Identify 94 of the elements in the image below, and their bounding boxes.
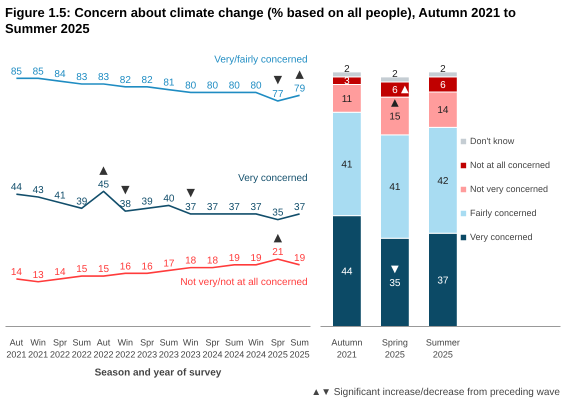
data-label: 80 [228, 80, 240, 92]
data-label: 41 [341, 160, 353, 171]
x-tick-label: Spr 2022 [50, 338, 70, 360]
data-label: 19 [250, 252, 262, 264]
x-tick-label: Spr 2025 [268, 338, 288, 360]
series-label: Not very/not at all concerned [180, 276, 308, 288]
x-tick-label: Autumn 2021 [331, 338, 362, 360]
data-label: 18 [206, 256, 218, 267]
data-label: 18 [185, 256, 197, 267]
x-tick-label: Win 2023 [180, 338, 201, 360]
data-label: 82 [142, 75, 154, 86]
data-label: 83 [76, 72, 88, 84]
data-label: 82 [120, 75, 132, 86]
data-label: 45 [98, 180, 110, 191]
data-label: 84 [54, 69, 66, 80]
annotation: ▲ [274, 231, 283, 244]
legend-label: Very concerned [470, 232, 532, 242]
x-tick-label: Win 2021 [28, 338, 48, 360]
data-label: 44 [341, 266, 353, 278]
chart-title: Figure 1.5: Concern about climate change (% based on all people), Autumn 2021 to Summer 2025 [5, 5, 517, 36]
data-label: 15 [389, 112, 401, 123]
data-label: 2 [440, 64, 446, 76]
data-label: 37 [206, 202, 218, 214]
data-label: 37 [185, 202, 197, 214]
data-label: 39 [142, 196, 154, 208]
data-label: 19 [228, 252, 240, 264]
annotation: ▼ [186, 186, 196, 200]
x-tick-label: Aut 2021 [6, 338, 26, 360]
data-label: 77 [272, 89, 284, 100]
data-label: 6 [392, 85, 398, 96]
annotation: ▲ [401, 84, 410, 96]
x-tick-label: Win 2024 [246, 338, 266, 360]
data-label: 43 [32, 185, 44, 196]
data-label: 80 [185, 80, 197, 92]
data-label: 14 [437, 105, 449, 116]
x-tick-label: Sum 2022 [72, 338, 92, 360]
annotation: ▲ [99, 164, 108, 177]
data-label: 83 [98, 72, 110, 84]
data-label: 16 [142, 261, 154, 272]
annotation: ▲ [391, 98, 400, 109]
data-label: 35 [389, 278, 401, 290]
data-label: 3 [344, 76, 350, 88]
annotation: ▲ [295, 67, 304, 80]
x-tick-label: Sum 2023 [158, 338, 179, 360]
annotation: ▼ [274, 73, 283, 86]
x-tick-label: Spring 2025 [382, 338, 408, 360]
data-label: 40 [163, 194, 175, 205]
data-label: 19 [294, 252, 306, 264]
text: Very/fairly concerned [214, 54, 308, 66]
data-label: 2 [344, 64, 350, 76]
data-label: 2 [392, 69, 398, 80]
data-label: 14 [10, 267, 22, 278]
data-label: 85 [10, 66, 22, 78]
data-label: 85 [32, 66, 44, 78]
data-label: 16 [120, 261, 132, 272]
x-axis-title: Season and year of survey [94, 368, 222, 379]
data-label: 13 [32, 270, 44, 281]
legend-label: Don't know [470, 136, 514, 146]
x-tick-label: Sum 2025 [290, 338, 310, 360]
text: ▲▼ Significant increase/decrease from preceding wave [311, 386, 560, 400]
data-label: 81 [163, 78, 175, 89]
data-label: 42 [437, 176, 449, 187]
legend-label: Not at all concerned [470, 160, 550, 170]
data-label: 41 [389, 182, 401, 194]
data-label: 44 [10, 182, 22, 194]
x-tick-label: Spr 2023 [137, 338, 158, 360]
data-label: 37 [250, 202, 262, 214]
data-label: 80 [206, 80, 218, 92]
data-label: 37 [294, 202, 306, 214]
legend-label: Not very concerned [470, 184, 548, 194]
data-label: 6 [440, 80, 446, 92]
data-label: 41 [54, 190, 66, 202]
data-label: 35 [272, 208, 284, 219]
data-label: 21 [272, 247, 284, 258]
x-tick-label: Aut 2022 [94, 338, 114, 360]
legend-label: Fairly concerned [470, 208, 536, 218]
data-label: 37 [437, 276, 449, 287]
data-label: 17 [163, 258, 175, 270]
x-tick-label: Summer 2025 [426, 338, 460, 360]
data-label: 37 [228, 202, 240, 214]
annotation: ▼ [121, 183, 130, 196]
data-label: 39 [76, 196, 88, 208]
annotation: ▼ [391, 264, 400, 276]
data-label: 15 [76, 264, 88, 276]
data-label: 38 [120, 199, 132, 210]
x-tick-label: Sum 2024 [224, 338, 244, 360]
x-tick-label: Spr 2024 [202, 338, 222, 360]
data-label: 79 [294, 83, 306, 94]
x-tick-label: Win 2022 [115, 338, 136, 360]
data-label: 11 [342, 94, 353, 106]
data-label: 80 [250, 80, 262, 92]
data-label: 14 [54, 267, 66, 278]
text: Very concerned [238, 173, 308, 184]
data-label: 15 [98, 264, 110, 276]
